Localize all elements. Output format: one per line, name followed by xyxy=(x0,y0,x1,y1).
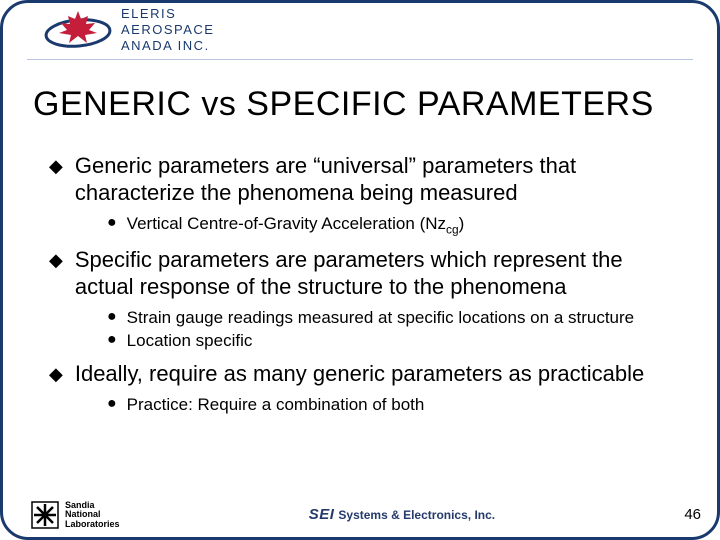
round-bullet-icon: ● xyxy=(107,332,117,348)
footer-left-logo: Sandia National Laboratories xyxy=(31,501,120,529)
round-bullet-icon: ● xyxy=(107,396,117,412)
maple-leaf-icon xyxy=(43,5,113,55)
bullet-text: Specific parameters are parameters which… xyxy=(75,247,671,301)
bullet-level-2: ● Practice: Require a combination of both xyxy=(107,394,671,415)
bullet-level-1: ◆ Generic parameters are “universal” para… xyxy=(49,153,671,207)
bullet-text: Generic parameters are “universal” param… xyxy=(75,153,671,207)
sub-bullet-text: Location specific xyxy=(127,330,253,351)
sub-bullet-text: Practice: Require a combination of both xyxy=(127,394,425,415)
sei-full: Systems & Electronics, Inc. xyxy=(338,508,495,522)
sandia-text: Sandia National Laboratories xyxy=(65,501,120,529)
sub-bullet-group: ● Strain gauge readings measured at speci… xyxy=(107,307,671,352)
page-title: GENERIC vs SPECIFIC PARAMETERS xyxy=(33,85,654,124)
slide-frame: ELERIS AEROSPACE ANADA INC. GENERIC vs S… xyxy=(0,0,720,540)
sub-bullet-group: ● Vertical Centre-of-Gravity Acceleration… xyxy=(107,213,671,237)
diamond-bullet-icon: ◆ xyxy=(49,157,63,175)
footer: Sandia National Laboratories SEI Systems… xyxy=(3,501,717,529)
page-number: 46 xyxy=(684,506,701,523)
bullet-level-2: ● Location specific xyxy=(107,330,671,351)
sub-bullet-group: ● Practice: Require a combination of both xyxy=(107,394,671,415)
content-area: ◆ Generic parameters are “universal” para… xyxy=(49,153,671,425)
header-logo: ELERIS AEROSPACE ANADA INC. xyxy=(43,5,214,55)
company-name: ELERIS AEROSPACE ANADA INC. xyxy=(121,6,214,55)
company-line-1: ELERIS xyxy=(121,6,214,22)
diamond-bullet-icon: ◆ xyxy=(49,365,63,383)
sandia-icon xyxy=(31,501,59,529)
bullet-level-2: ● Strain gauge readings measured at speci… xyxy=(107,307,671,328)
sub-bullet-text: Vertical Centre-of-Gravity Acceleration … xyxy=(127,213,465,237)
diamond-bullet-icon: ◆ xyxy=(49,251,63,269)
sei-abbrev: SEI xyxy=(309,506,335,523)
bullet-level-1: ◆ Ideally, require as many generic parame… xyxy=(49,361,671,388)
bullet-level-2: ● Vertical Centre-of-Gravity Acceleration… xyxy=(107,213,671,237)
sub-bullet-text: Strain gauge readings measured at specif… xyxy=(127,307,634,328)
company-line-2: AEROSPACE xyxy=(121,22,214,38)
round-bullet-icon: ● xyxy=(107,215,117,231)
footer-center-logo: SEI Systems & Electronics, Inc. xyxy=(309,506,495,523)
header-divider xyxy=(27,59,693,60)
company-line-3: ANADA INC. xyxy=(121,38,214,54)
sandia-line-3: Laboratories xyxy=(65,520,120,529)
round-bullet-icon: ● xyxy=(107,309,117,325)
bullet-text: Ideally, require as many generic paramet… xyxy=(75,361,644,388)
bullet-level-1: ◆ Specific parameters are parameters whic… xyxy=(49,247,671,301)
